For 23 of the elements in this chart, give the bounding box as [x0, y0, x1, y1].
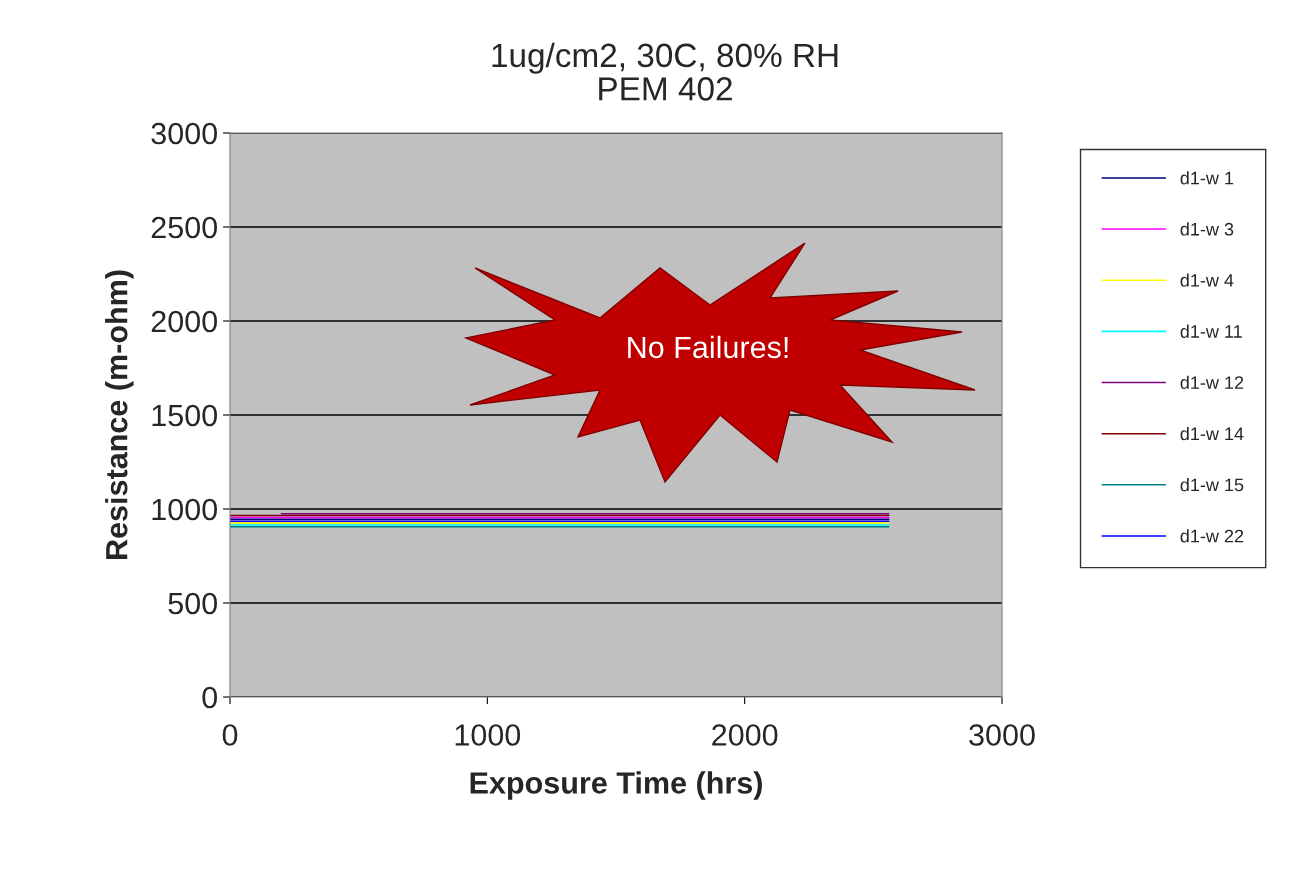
- x-axis-title: Exposure Time (hrs): [470, 771, 762, 800]
- y-tick-label: 3000: [151, 122, 218, 145]
- legend-label: d1-w 15: [1180, 478, 1244, 492]
- y-tick-label: 2500: [151, 216, 218, 239]
- y-tick-label: 500: [168, 592, 217, 615]
- legend-label: d1-w 12: [1180, 375, 1244, 390]
- chart-title: 1ug/cm2, 30C, 80% RH PEM 402: [492, 42, 838, 101]
- legend-label: d1-w 3: [1180, 222, 1234, 236]
- x-tick-label: 0: [222, 724, 238, 746]
- y-tick-label: 1000: [152, 498, 218, 521]
- legend-label: d1-w 4: [1180, 273, 1234, 287]
- y-tick-label: 0: [202, 686, 217, 709]
- legend-label: d1-w 22: [1180, 529, 1244, 543]
- x-tick-label: 2000: [712, 724, 778, 746]
- y-axis-title: Resistance (m-ohm): [105, 270, 134, 559]
- y-tick-label: 2000: [151, 310, 218, 333]
- annotation: No Failures!: [628, 335, 788, 359]
- legend-label: d1-w 11: [1180, 324, 1242, 338]
- x-tick-label: 1000: [455, 724, 521, 746]
- x-tick-label: 3000: [969, 724, 1035, 746]
- legend-label: d1-w 1: [1180, 171, 1234, 185]
- y-tick-label: 1500: [152, 404, 218, 427]
- legend-label: d1-w 14: [1180, 426, 1244, 441]
